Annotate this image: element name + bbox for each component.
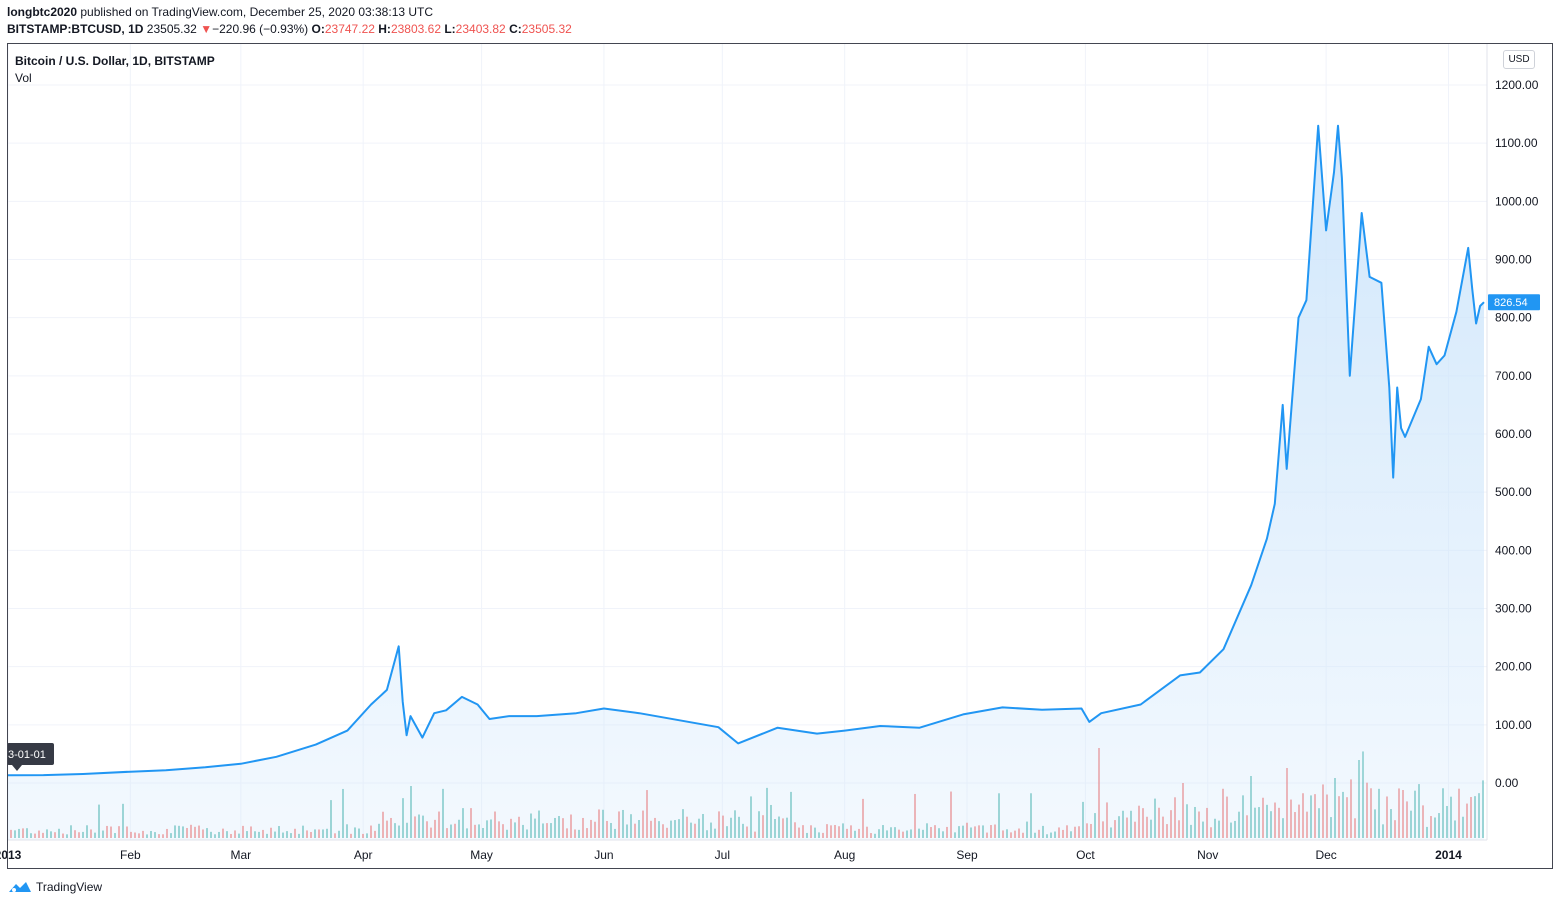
y-tick-label-8: 800.00	[1495, 311, 1532, 325]
high-label: H:	[378, 22, 391, 36]
x-tick-label-12: 2014	[1435, 848, 1462, 862]
ohlc-info: BITSTAMP:BTCUSD, 1D 23505.32 ▼−220.96 (−…	[7, 22, 572, 36]
y-tick-label-6: 600.00	[1495, 427, 1532, 441]
price-change: −220.96 (−0.93%)	[212, 22, 309, 36]
x-tick-label-10: Nov	[1197, 848, 1218, 862]
x-tick-label-11: Dec	[1315, 848, 1336, 862]
open-value: 23747.22	[324, 22, 375, 36]
last-price-badge	[1488, 294, 1540, 311]
close-label: C:	[509, 22, 522, 36]
y-tick-label-3: 300.00	[1495, 602, 1532, 616]
price-area	[8, 125, 1484, 840]
footer-brand[interactable]: TradingView	[8, 878, 102, 896]
last-price-label: 826.54	[1494, 297, 1528, 309]
x-tick-label-2: Mar	[231, 848, 252, 862]
x-tick-label-3: Apr	[354, 848, 373, 862]
price-line	[7, 124, 1485, 777]
x-tick-label-7: Aug	[834, 848, 855, 862]
author-name: longbtc2020	[7, 5, 78, 19]
y-tick-label-4: 400.00	[1495, 543, 1532, 557]
y-tick-label-9: 900.00	[1495, 253, 1532, 267]
currency-button[interactable]: USD	[1503, 50, 1535, 69]
close-value: 23505.32	[521, 22, 572, 36]
x-tick-label-5: Jun	[594, 848, 613, 862]
crosshair-date-label: 3-01-01	[8, 749, 46, 761]
low-value: 23403.82	[455, 22, 506, 36]
chart-legend-title: Bitcoin / U.S. Dollar, 1D, BITSTAMP	[15, 54, 215, 68]
y-tick-label-0: 0.00	[1495, 776, 1519, 790]
volume-legend: Vol	[15, 71, 32, 85]
y-tick-label-1: 100.00	[1495, 718, 1532, 732]
footer-brand-text: TradingView	[36, 880, 103, 894]
y-tick-label-12: 1200.00	[1495, 78, 1539, 92]
down-arrow-icon: ▼	[200, 22, 213, 36]
x-tick-label-6: Jul	[715, 848, 730, 862]
last-price: 23505.32	[146, 22, 197, 36]
y-tick-label-10: 1000.00	[1495, 194, 1539, 208]
crosshair-pointer	[12, 765, 22, 771]
high-value: 23803.62	[390, 22, 441, 36]
publish-info: longbtc2020 published on TradingView.com…	[7, 5, 433, 19]
tradingview-logo-icon	[9, 882, 31, 892]
x-tick-label-0: 2013	[0, 848, 22, 862]
published-text: published on TradingView.com, December 2…	[80, 5, 434, 19]
symbol-label: BITSTAMP:BTCUSD, 1D	[7, 22, 144, 36]
chart-frame	[7, 43, 1553, 869]
y-tick-label-7: 700.00	[1495, 369, 1532, 383]
x-tick-label-9: Oct	[1076, 848, 1095, 862]
x-tick-label-4: May	[470, 848, 493, 862]
open-label: O:	[311, 22, 325, 36]
y-tick-label-11: 1100.00	[1495, 136, 1538, 150]
low-label: L:	[444, 22, 456, 36]
x-tick-label-8: Sep	[956, 848, 978, 862]
y-tick-label-2: 200.00	[1495, 660, 1532, 674]
crosshair-date-badge	[7, 743, 54, 765]
y-tick-label-5: 500.00	[1495, 485, 1532, 499]
x-tick-label-1: Feb	[120, 848, 141, 862]
